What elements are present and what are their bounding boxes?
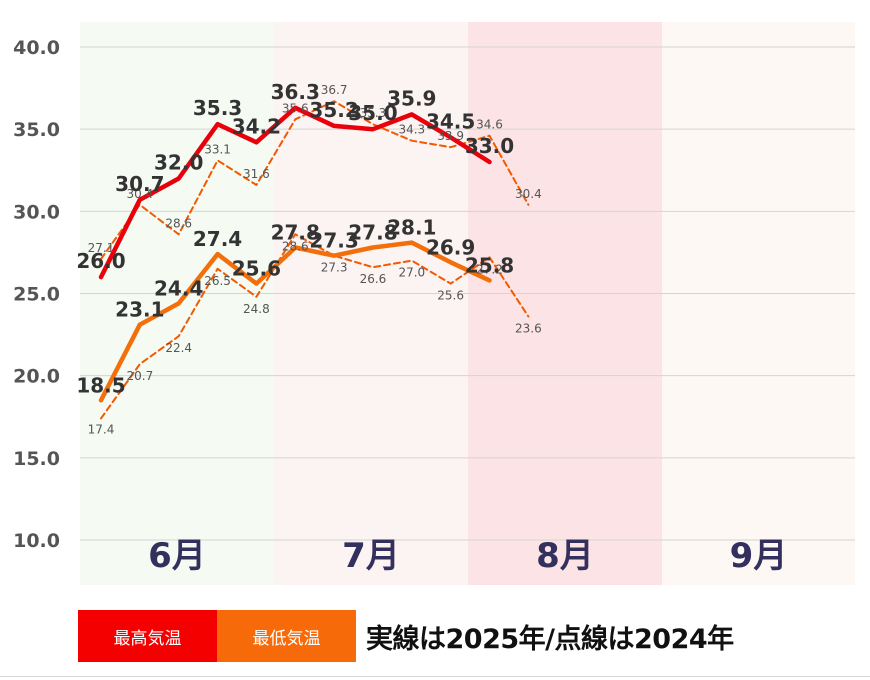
data-label-2024-max: 35.6	[282, 101, 309, 115]
data-label-2025-max: 35.3	[193, 96, 242, 120]
month-label: 7月	[342, 536, 400, 576]
month-label: 9月	[730, 536, 788, 576]
data-label-2024-max: 33.9	[437, 129, 464, 143]
data-label-2025-max: 26.0	[76, 249, 125, 273]
data-label-2025-min: 27.8	[271, 220, 320, 244]
data-label-2024-min: 26.6	[360, 272, 387, 286]
data-label-2024-max: 28.6	[165, 216, 192, 230]
data-label-2025-min: 28.1	[387, 216, 436, 240]
data-label-2024-min: 27.3	[321, 261, 348, 275]
data-label-2024-max: 30.4	[126, 187, 153, 201]
data-label-2024-min: 24.8	[243, 302, 270, 316]
data-label-2025-max: 32.0	[154, 150, 203, 174]
data-label-2024-min: 26.5	[204, 274, 231, 288]
data-label-2025-max: 36.3	[271, 80, 320, 104]
data-label-2025-max: 34.5	[426, 109, 475, 133]
data-label-2025-max: 35.9	[387, 86, 436, 110]
data-label-2025-max: 35.2	[309, 98, 358, 122]
data-label-2024-min: 20.7	[126, 369, 153, 383]
data-label-2024-max: 30.4	[515, 187, 542, 201]
data-label-2025-min: 24.4	[154, 276, 203, 300]
data-label-2025-max: 30.7	[115, 172, 164, 196]
y-tick-label: 10.0	[13, 530, 60, 552]
data-label-2024-max: 31.6	[243, 167, 270, 181]
bottom-divider	[0, 676, 870, 677]
y-tick-label: 40.0	[13, 37, 60, 59]
legend-item-min-temp: 最低気温	[217, 610, 356, 662]
series-line-2024-max	[100, 100, 530, 260]
y-tick-label: 35.0	[13, 119, 60, 141]
data-label-2024-max: 33.1	[204, 142, 231, 156]
legend: 最高気温 最低気温 実線は2025年/点線は2024年	[78, 610, 734, 662]
data-label-2025-max: 33.0	[465, 134, 514, 158]
series-line-2025-min	[98, 240, 492, 403]
legend-item-max-temp: 最高気温	[78, 610, 217, 662]
month-label: 6月	[148, 536, 206, 576]
month-label: 8月	[536, 536, 594, 576]
month-band-3	[468, 22, 662, 585]
data-label-2024-min: 22.4	[165, 341, 192, 355]
data-label-2024-min: 17.4	[88, 422, 115, 436]
data-label-2025-min: 23.1	[115, 298, 164, 322]
month-band-2	[274, 22, 468, 585]
data-label-2025-max: 35.0	[348, 101, 397, 125]
data-label-2024-max: 34.3	[398, 123, 425, 137]
data-label-2024-max: 35.3	[360, 106, 387, 120]
data-label-2024-min: 27.2	[476, 262, 503, 276]
y-tick-label: 15.0	[13, 448, 60, 470]
data-label-2024-min: 23.6	[515, 322, 542, 336]
data-label-2024-min: 27.0	[398, 266, 425, 280]
data-label-2025-min: 25.6	[232, 257, 281, 281]
data-label-2025-min: 27.3	[309, 229, 358, 253]
y-tick-label: 20.0	[13, 366, 60, 388]
temperature-line-chart: 10.0 15.0 20.0 25.0 30.0 35.0 40.0 6月 7月 8月 9月 27.1…	[13, 22, 855, 585]
y-tick-label: 25.0	[13, 284, 60, 306]
y-tick-label: 30.0	[13, 201, 60, 223]
data-label-2024-min: 25.6	[437, 289, 464, 303]
series-line-2025-max	[98, 105, 492, 280]
data-label-2025-min: 25.8	[465, 253, 514, 277]
month-band-4	[662, 22, 855, 585]
data-label-2025-min: 27.4	[193, 227, 242, 251]
data-label-2024-max: 34.6	[476, 118, 503, 132]
series-line-2024-min	[100, 233, 530, 420]
data-label-2025-max: 34.2	[232, 114, 281, 138]
data-label-2024-max: 27.1	[88, 241, 115, 255]
data-label-2025-min: 18.5	[76, 373, 125, 397]
legend-note: 実線は2025年/点線は2024年	[366, 623, 734, 655]
data-label-2024-max: 36.7	[321, 83, 348, 97]
data-label-2025-min: 27.8	[348, 220, 397, 244]
data-label-2024-min: 28.6	[282, 239, 309, 253]
data-label-2025-min: 26.9	[426, 235, 475, 259]
